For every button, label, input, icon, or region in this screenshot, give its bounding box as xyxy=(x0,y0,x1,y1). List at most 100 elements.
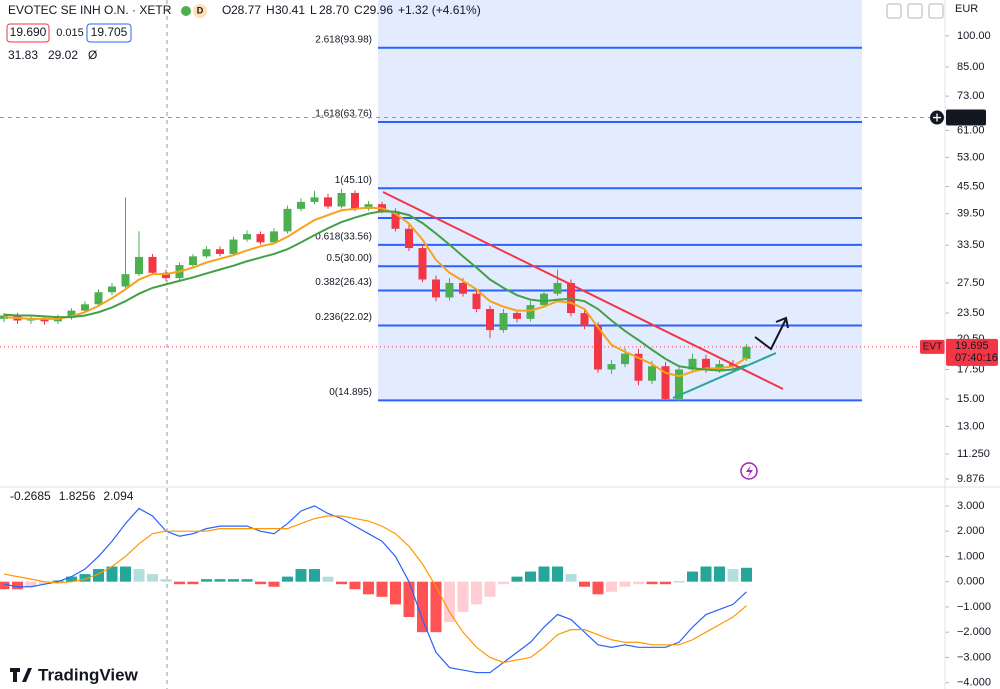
y-tick-label: 0.000 xyxy=(957,576,985,588)
histogram-bar xyxy=(565,574,577,582)
support-line xyxy=(672,352,777,399)
histogram-bar xyxy=(282,576,293,582)
candle-body xyxy=(297,201,305,209)
bid-box[interactable] xyxy=(6,23,50,43)
y-tick-label: 2.000 xyxy=(957,525,985,537)
histogram-bar xyxy=(25,581,37,587)
y-tick-label: 15.00 xyxy=(957,393,985,405)
histogram-bar xyxy=(673,581,685,583)
y-tick-label: 33.50 xyxy=(957,239,985,251)
ohlc-legend: O 28.77 H 30.41 L 28.70 C 29.96 +1.32 (+4.61%) xyxy=(222,3,481,17)
tool-button[interactable] xyxy=(886,3,902,19)
histogram-bar xyxy=(619,581,631,587)
histogram-bar xyxy=(444,581,455,623)
candle-body xyxy=(445,282,454,298)
event-bolt xyxy=(746,465,753,478)
y-tick-label: 13.00 xyxy=(957,420,985,432)
histogram-bar xyxy=(295,569,307,582)
macd-legend: -0.2685 1.8256 2.094 xyxy=(10,489,134,503)
macd-legend-value: 2.094 xyxy=(103,489,133,503)
moving-average xyxy=(3,206,748,378)
market-status xyxy=(181,6,191,16)
candle-body xyxy=(189,256,197,266)
histogram-bar xyxy=(714,566,725,582)
ohlc-value: 28.70 xyxy=(319,3,349,17)
add-alert-plus xyxy=(933,113,941,122)
y-tick-label: 85.00 xyxy=(957,61,985,73)
y-tick-label: −2.000 xyxy=(957,626,991,638)
fib-label: 1.618(63.76) xyxy=(315,109,372,120)
plot-layer: 100.00 85.00 73.00 61.00 53.00 45.50 39.50 33.5… xyxy=(0,30,998,689)
macd-line xyxy=(3,505,747,674)
y-tick-label: 73.00 xyxy=(957,90,985,102)
tool-button[interactable] xyxy=(928,3,944,19)
y-tick-label: 17.50 xyxy=(957,363,985,375)
y-tick-label: −4.000 xyxy=(957,677,991,689)
last-price: 19.695 xyxy=(955,340,989,352)
ma-value: 29.02 xyxy=(48,48,78,62)
spread: 0.015 xyxy=(56,27,84,39)
histogram-bar xyxy=(538,566,550,582)
currency[interactable]: EUR xyxy=(955,3,978,15)
candle-body xyxy=(513,313,521,319)
histogram-bar xyxy=(336,581,347,585)
candle-body xyxy=(661,366,670,399)
histogram-bar xyxy=(174,581,185,585)
histogram-bar xyxy=(417,581,428,633)
candle-body xyxy=(162,272,170,279)
histogram-bar xyxy=(687,571,698,582)
candle-body xyxy=(243,234,251,240)
histogram-bar xyxy=(484,581,496,597)
histogram-bar xyxy=(390,581,401,605)
histogram-bar xyxy=(511,576,523,582)
candle-body xyxy=(621,353,629,365)
ask: 19.705 xyxy=(91,25,128,39)
candle-body xyxy=(594,325,602,370)
histogram-bar xyxy=(106,566,118,582)
candle-body xyxy=(94,292,103,305)
macd-legend-value: -0.2685 xyxy=(10,489,51,503)
histogram-bar xyxy=(268,581,280,587)
candle-body xyxy=(553,282,562,294)
histogram-bar xyxy=(457,581,469,612)
candle-body xyxy=(648,366,656,381)
histogram-bar xyxy=(646,581,658,585)
candle-body xyxy=(256,234,265,243)
candle-body xyxy=(742,346,751,359)
candle-body xyxy=(337,192,346,207)
candle-body xyxy=(499,313,508,331)
candle-body xyxy=(432,279,440,298)
fib-label: 0.382(26.43) xyxy=(315,277,372,288)
y-tick-label: 61.00 xyxy=(957,124,985,136)
crosshair-price: 65.26 xyxy=(955,111,983,123)
histogram-bar xyxy=(376,581,388,597)
ohlc-label: O xyxy=(222,3,231,17)
candle-body xyxy=(81,304,89,311)
candle-body xyxy=(486,309,494,331)
y-tick-label: −3.000 xyxy=(957,651,991,663)
candle-body xyxy=(540,293,548,306)
candle-body xyxy=(202,249,211,257)
histogram-bar xyxy=(579,581,590,587)
candle-body xyxy=(715,364,724,370)
interval: D xyxy=(197,5,204,15)
ask-box[interactable] xyxy=(86,23,132,43)
y-tick-label: 27.50 xyxy=(957,277,985,289)
ohlc-label: H xyxy=(266,3,275,17)
candle-body xyxy=(270,231,278,243)
histogram-bar xyxy=(363,581,374,595)
ma-legend: 31.83 29.02 Ø xyxy=(8,48,97,62)
histogram-bar xyxy=(660,581,671,585)
fib-label: 0.5(30.00) xyxy=(326,253,372,264)
candle-body xyxy=(702,358,710,370)
candle-body xyxy=(148,256,157,273)
fib-label: 0.236(22.02) xyxy=(315,312,372,323)
logo-text: TradingView xyxy=(38,665,139,684)
tool-button[interactable] xyxy=(907,3,923,19)
background-layer: 2.618(93.98) 1.618(63.76) 1(45.10) 0.618(33… xyxy=(0,0,945,689)
y-tick-label: 39.50 xyxy=(957,208,985,220)
histogram-bar xyxy=(79,574,91,582)
interval-badge[interactable] xyxy=(193,4,207,18)
candle-body xyxy=(607,364,616,370)
